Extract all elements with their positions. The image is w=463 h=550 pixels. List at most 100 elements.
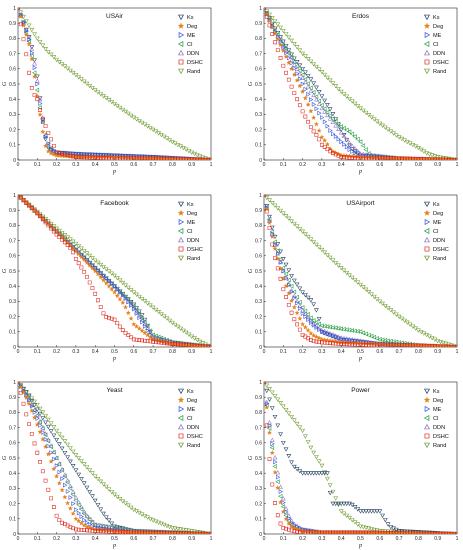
series-layer	[18, 195, 211, 347]
data-point	[325, 123, 330, 129]
data-point	[89, 265, 95, 271]
data-point	[79, 77, 84, 82]
data-point	[181, 527, 186, 533]
data-point	[109, 271, 115, 276]
y-axis-label: G	[2, 455, 8, 460]
data-point	[267, 12, 272, 17]
data-point	[140, 530, 144, 534]
legend-marker	[424, 433, 430, 439]
data-point	[369, 292, 374, 297]
legend-label: DDN	[187, 51, 199, 57]
data-point	[405, 156, 410, 160]
data-point	[369, 115, 374, 120]
legend-marker	[178, 219, 185, 225]
data-point	[292, 529, 297, 534]
data-point	[333, 496, 339, 501]
data-point	[347, 273, 352, 278]
data-point	[294, 310, 300, 316]
data-point	[328, 530, 333, 534]
legend-label: DSHC	[433, 434, 449, 440]
data-point	[153, 531, 158, 534]
chart-panel-5: 0 0.1 0.2 0.3 0.4 0.5 0.6 0.7 0.8 0.9 1 0 0.1 0.2 0.3 0…	[2, 380, 213, 549]
legend-marker	[424, 201, 430, 208]
data-point	[118, 289, 123, 295]
data-point	[52, 456, 57, 462]
x-axis-label: p	[112, 543, 116, 549]
data-point	[68, 483, 73, 489]
x-tick-label: 0	[17, 349, 20, 355]
legend-marker	[424, 68, 430, 75]
data-point	[270, 32, 275, 36]
legend-marker	[178, 246, 184, 252]
data-point	[264, 423, 269, 428]
data-point	[278, 489, 284, 495]
data-point	[358, 282, 363, 288]
data-point	[283, 43, 289, 49]
data-point	[76, 456, 82, 461]
data-point	[117, 525, 123, 531]
data-point	[267, 423, 272, 428]
data-point	[59, 466, 65, 472]
data-point	[349, 518, 355, 523]
data-point	[353, 530, 357, 534]
data-point	[32, 70, 37, 76]
data-point	[103, 275, 109, 281]
data-point	[34, 403, 40, 408]
data-point	[314, 106, 319, 112]
data-point	[289, 66, 295, 71]
data-point	[43, 414, 48, 419]
data-point	[283, 283, 289, 289]
data-point	[413, 157, 418, 160]
data-point	[372, 156, 377, 160]
x-tick-label: 0.7	[396, 349, 403, 355]
data-point	[291, 62, 297, 67]
data-point	[355, 507, 361, 512]
data-point	[101, 311, 106, 316]
data-point	[284, 70, 288, 75]
data-point	[147, 334, 153, 340]
legend-marker	[424, 246, 430, 252]
y-tick-label: 0.2	[255, 127, 262, 133]
data-point	[286, 48, 292, 53]
data-point	[275, 242, 281, 247]
data-point	[183, 528, 189, 533]
data-point	[269, 15, 275, 21]
data-point	[327, 116, 333, 121]
x-tick-label: 0.4	[92, 349, 99, 355]
data-point	[24, 412, 29, 417]
data-point	[375, 530, 379, 534]
data-point	[283, 271, 288, 277]
data-point	[46, 130, 51, 135]
x-tick-label: 0.8	[169, 536, 176, 542]
data-point	[269, 445, 275, 450]
data-point	[294, 282, 300, 287]
data-point	[422, 157, 426, 160]
data-point	[278, 493, 283, 499]
data-point	[140, 319, 145, 325]
legend-label: Ks	[433, 15, 440, 21]
data-point	[294, 66, 300, 72]
data-point	[297, 63, 303, 68]
data-point	[305, 102, 311, 107]
data-point	[319, 463, 325, 469]
data-point	[18, 382, 20, 384]
y-tick-label: 0.1	[255, 517, 262, 523]
data-point	[325, 112, 330, 118]
data-point	[65, 442, 70, 448]
data-point	[272, 455, 278, 460]
data-point	[49, 137, 53, 142]
data-point	[269, 234, 275, 239]
data-point	[112, 492, 117, 497]
data-point	[438, 344, 443, 347]
data-point	[297, 299, 302, 305]
chart-title: Yeast	[106, 387, 122, 394]
data-point	[317, 327, 322, 332]
legend-marker	[424, 49, 430, 56]
data-point	[131, 337, 136, 342]
data-point	[98, 479, 104, 484]
data-point	[206, 532, 211, 534]
data-point	[291, 418, 297, 423]
data-point	[319, 471, 325, 476]
data-point	[319, 336, 325, 342]
data-point	[98, 304, 103, 309]
